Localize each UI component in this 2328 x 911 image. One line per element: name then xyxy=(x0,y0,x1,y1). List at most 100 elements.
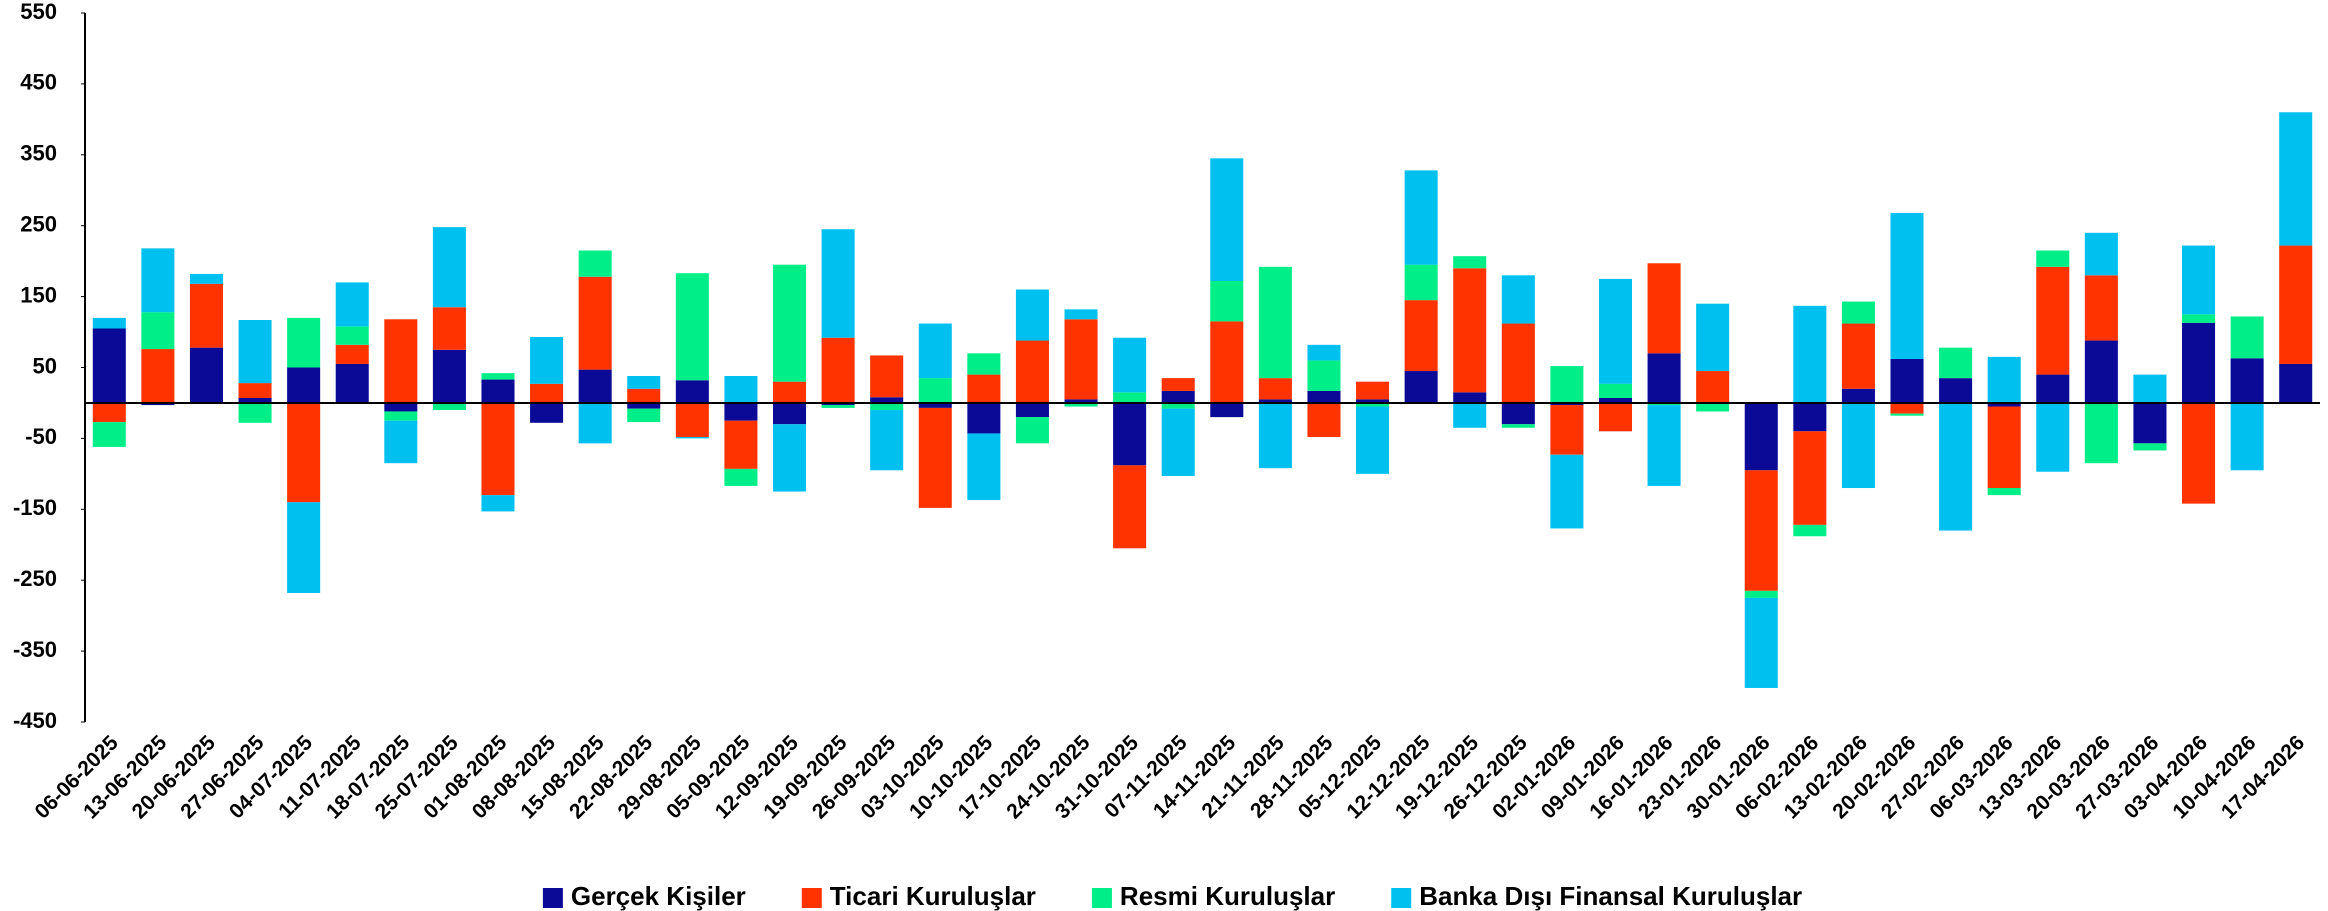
bar-segment xyxy=(2084,402,2118,464)
bar-segment xyxy=(2036,266,2070,375)
bar-segment xyxy=(1064,402,1098,407)
bar-segment xyxy=(1015,417,1049,444)
bar-segment xyxy=(870,397,904,403)
bar-segment xyxy=(1939,347,1973,379)
bar-segment xyxy=(1015,340,1049,403)
bar-segment xyxy=(2279,363,2313,403)
bar-segment xyxy=(1987,402,2021,407)
bar-segment xyxy=(2133,402,2167,444)
bar-segment xyxy=(1404,300,1438,372)
bar-segment xyxy=(1647,263,1681,354)
bar-segment xyxy=(2084,275,2118,341)
bar-segment xyxy=(1890,212,1924,359)
bar-segment xyxy=(141,248,175,313)
legend-swatch xyxy=(1091,888,1112,908)
bar-segment xyxy=(1064,399,1098,403)
bar-segment xyxy=(1793,524,1827,537)
bar-segment xyxy=(2279,245,2313,364)
bar-segment xyxy=(287,317,321,368)
bar-segment xyxy=(1404,264,1438,301)
bar-segment xyxy=(724,468,758,486)
bar-segment xyxy=(432,402,466,411)
y-tick-label: -450 xyxy=(13,708,57,733)
bar-segment xyxy=(2084,340,2118,403)
bar-segment xyxy=(578,369,612,403)
bar-segment xyxy=(1841,388,1875,403)
bar-segment xyxy=(1550,402,1584,406)
bar-segment xyxy=(335,344,369,364)
bar-segment xyxy=(1696,371,1730,403)
bar-segment xyxy=(141,349,175,403)
y-tick-label: -50 xyxy=(25,424,57,449)
bar-segment xyxy=(481,373,515,380)
bar-segment xyxy=(967,433,1001,501)
bar-segment xyxy=(141,402,175,406)
legend-label: Banka Dışı Finansal Kuruluşlar xyxy=(1419,881,1802,911)
bar-segment xyxy=(1939,402,1973,531)
bar-segment xyxy=(2182,402,2216,504)
bar-segment xyxy=(675,402,709,437)
bar-segment xyxy=(1841,323,1875,389)
bar-segment xyxy=(1113,392,1147,403)
bar-segment xyxy=(1987,488,2021,496)
y-tick-label: -150 xyxy=(13,495,57,520)
bar-segment xyxy=(1064,309,1098,320)
bar-segment xyxy=(238,319,272,384)
bar-segment xyxy=(1064,319,1098,400)
bar-segment xyxy=(1501,275,1535,324)
bar-segment xyxy=(2036,374,2070,403)
bar-segment xyxy=(1501,402,1535,425)
bar-segment xyxy=(238,402,272,423)
bar-segment xyxy=(92,402,126,423)
bar-segment xyxy=(1161,378,1195,391)
bar-segment xyxy=(481,495,515,512)
bar-segment xyxy=(578,402,612,444)
y-tick-label: 150 xyxy=(20,282,57,307)
bar-segment xyxy=(772,424,807,492)
y-tick-label: 250 xyxy=(20,212,57,237)
bar-segment xyxy=(432,307,466,350)
bar-segment xyxy=(1890,358,1924,403)
bar-segment xyxy=(432,349,466,403)
bar-segment xyxy=(238,383,272,398)
y-tick-label: -250 xyxy=(13,566,57,591)
bar-segment xyxy=(1404,371,1438,403)
bar-segment xyxy=(384,319,418,403)
bar-segment xyxy=(384,411,418,421)
bar-segment xyxy=(772,402,807,425)
bar-segment xyxy=(1161,390,1195,403)
bar-segment xyxy=(724,420,758,469)
bar-segment xyxy=(627,376,661,389)
bar-segment xyxy=(1210,158,1244,282)
legend: Gerçek Kişiler Ticari Kuruluşlar Resmi Kur… xyxy=(542,881,1802,911)
bar-segment xyxy=(92,422,126,447)
bar-segment xyxy=(481,379,515,403)
bar-segment xyxy=(1453,256,1487,269)
bar-segment xyxy=(2133,443,2167,451)
bar-segment xyxy=(1210,402,1244,418)
bar-segment xyxy=(967,353,1001,375)
bar-segment xyxy=(1453,268,1487,393)
bar-segment xyxy=(1744,402,1778,471)
bar-segment xyxy=(724,402,758,421)
bar-segment xyxy=(1647,405,1681,486)
bar-segment xyxy=(141,312,175,350)
bar-segment xyxy=(1696,402,1730,412)
bar-segment xyxy=(189,347,223,403)
bar-segment xyxy=(1404,170,1438,265)
bar-segment xyxy=(1501,424,1535,428)
bar-segment xyxy=(2279,112,2313,246)
bar-segment xyxy=(675,273,709,381)
bar-segment xyxy=(1453,402,1487,428)
bar-segment xyxy=(2036,250,2070,267)
bar-segment xyxy=(2182,322,2216,403)
bar-segment xyxy=(1598,278,1633,384)
bar-segment xyxy=(1113,465,1147,549)
bar-segment xyxy=(578,276,612,370)
bar-segment xyxy=(870,410,904,471)
bar-segment xyxy=(1550,454,1584,529)
bar-segment xyxy=(1550,366,1584,403)
bar-segment xyxy=(578,250,612,277)
bar-segment xyxy=(287,402,321,503)
legend-label: Gerçek Kişiler xyxy=(571,881,746,911)
